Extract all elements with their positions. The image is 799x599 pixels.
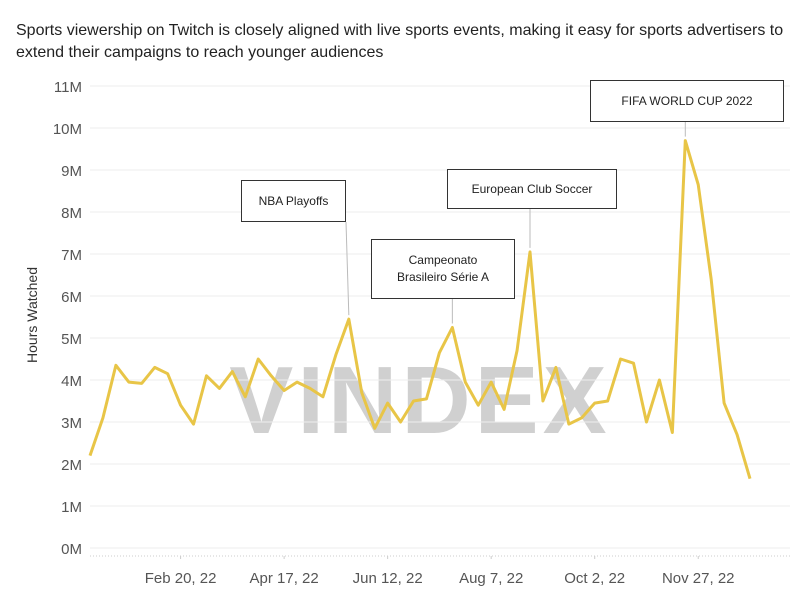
- annotation: NBA Playoffs: [241, 180, 346, 222]
- y-axis-title: Hours Watched: [24, 267, 40, 363]
- x-tick-label: Feb 20, 22: [145, 570, 217, 587]
- y-tick-label: 4M: [61, 373, 82, 390]
- y-tick-label: 2M: [61, 457, 82, 474]
- line: [88, 139, 752, 480]
- y-tick-label: 8M: [61, 205, 82, 222]
- y-tick-label: 0M: [61, 541, 82, 558]
- y-tick-label: 10M: [53, 121, 82, 138]
- x-tick-label: Oct 2, 22: [564, 570, 625, 587]
- x-tick-label: Aug 7, 22: [459, 570, 523, 587]
- y-tick-label: 7M: [61, 247, 82, 264]
- x-tick-label: Apr 17, 22: [250, 570, 319, 587]
- y-tick-label: 6M: [61, 289, 82, 306]
- x-tick-label: Nov 27, 22: [662, 570, 735, 587]
- annotation: European Club Soccer: [447, 169, 617, 209]
- annotation-leader: [345, 221, 350, 316]
- y-tick-label: 11M: [54, 79, 82, 96]
- chart-title: Sports viewership on Twitch is closely a…: [16, 22, 784, 61]
- annotation: FIFA WORLD CUP 2022: [590, 80, 784, 122]
- y-tick-label: 5M: [61, 331, 82, 348]
- y-tick-label: 1M: [61, 499, 82, 516]
- y-tick-label: 9M: [61, 163, 82, 180]
- x-tick-label: Jun 12, 22: [353, 570, 423, 587]
- annotation: Campeonato Brasileiro Série A: [371, 239, 515, 299]
- y-tick-label: 3M: [61, 415, 82, 432]
